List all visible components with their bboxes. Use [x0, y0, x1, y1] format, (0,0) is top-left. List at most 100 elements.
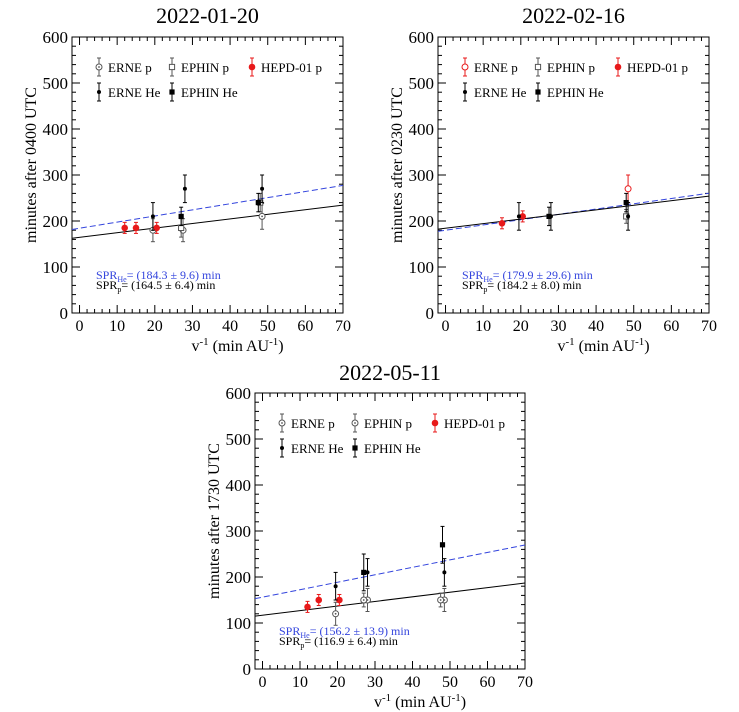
panel-1-legend-label-ephin_he: EPHIN He: [181, 85, 238, 100]
panel-1-xtick-label: 40: [222, 318, 238, 335]
panel-3-legend-hepd_p-marker-glyph: [431, 419, 439, 427]
panel-3-xlabel: v-1 (min AU-1): [374, 692, 466, 711]
panel-1-fit-line-1: [72, 184, 343, 230]
panel-1-legend-item-ephin_he: EPHIN He: [169, 82, 238, 102]
panel-3-ephin_p-point-2: [437, 592, 445, 608]
panel-3-ephin_p-point-1-marker: [360, 596, 368, 604]
panel-3-xlabel-unit: (min AU: [391, 694, 452, 711]
panel-2-erne_p-point-1-marker: [624, 185, 632, 193]
panel-1-xlabel-close: ): [278, 338, 283, 355]
panel-1-legend-ephin_he-marker: [169, 89, 175, 95]
panel-2-ephin_he-point-2-marker: [623, 200, 629, 206]
panel-1-xtick-label: 10: [109, 318, 125, 335]
panel-2-legend-erne_he-marker-glyph: [463, 90, 467, 94]
panel-3-xtick-label: 40: [405, 674, 421, 691]
panel-3-annotation-He-prefix: SPR: [279, 624, 300, 638]
panel-2-ephin_he-point-2-marker-glyph: [623, 200, 629, 206]
panel-2-legend-erne_he-marker: [463, 90, 467, 94]
panel-1-erne_he-point-3-marker-glyph: [260, 186, 265, 191]
panel-1-legend-label-erne_he: ERNE He: [108, 85, 161, 100]
panel-2-hepd_p-point-2-marker: [519, 213, 526, 220]
panel-3-annotation-p-sub: p: [300, 641, 304, 650]
panel-3-legend-label-erne_he: ERNE He: [291, 441, 344, 456]
panel-2-legend-label-ephin_p: EPHIN p: [547, 60, 595, 75]
panel-3-legend-ephin_p-marker-center: [354, 422, 356, 424]
panel-1-hepd_p-point-2: [132, 221, 140, 234]
panel-3-xlabel-unit-sup: -1: [452, 692, 461, 704]
panel-2-ephin_he-point-1-marker-glyph: [546, 213, 552, 219]
panel-2-ephin_he-point-1: [546, 206, 552, 227]
panel-1-ylabel: minutes after 0400 UTC: [23, 87, 40, 243]
panel-1-legend-erne_p-marker: [95, 63, 103, 71]
panel-1-xlabel-main: v: [191, 338, 199, 355]
panel-1-hepd_p-point-3-marker: [153, 224, 160, 232]
panel-1-ephin_he-point-1-marker-glyph: [178, 213, 184, 219]
panel-1-erne_he-point-2-marker-glyph: [182, 186, 187, 191]
panel-2-ytick-label: 100: [409, 258, 435, 277]
panel-2-hepd_p-point-1-marker: [498, 220, 506, 227]
panel-1-ytick-label: 0: [60, 304, 69, 323]
panel-2-erne_p-point-1-marker-glyph: [624, 185, 632, 193]
panel-1-legend-erne_he-marker: [97, 90, 101, 94]
panel-2-title: 2022-02-16: [522, 3, 625, 28]
panel-2-ytick-label: 200: [409, 212, 435, 231]
panel-2-annotation-He-sub: He: [483, 275, 493, 284]
panel-2-xtick-label: 70: [701, 318, 717, 335]
panel-2-xlabel-close: ): [644, 338, 649, 355]
panel-2-legend-erne_p-marker-glyph: [461, 63, 469, 71]
panel-3-legend-item-ephin_he: EPHIN He: [352, 438, 421, 458]
panel-3-ytick-label: 600: [226, 384, 252, 403]
panel-3-hepd_p-point-2-marker: [315, 596, 323, 604]
panel-2-legend-item-ephin_p: EPHIN p: [534, 57, 595, 77]
panel-3-annotation-He-sub: He: [300, 631, 310, 640]
panel-2-annotation-He: SPRHe= (179.9 ± 29.6) min: [462, 268, 593, 284]
panel-3-ephin_he-point-2-marker-glyph: [439, 542, 446, 548]
panel-1-legend-item-erne_p: ERNE p: [95, 57, 152, 77]
panel-2-hepd_p-point-2: [519, 210, 526, 223]
panel-1-ephin_he-point-1-marker: [178, 213, 184, 219]
panel-2-legend-ephin_he-marker: [535, 89, 541, 95]
panel-2-annotation-p: SPRp= (184.2 ± 8.0) min: [462, 278, 581, 294]
panel-2-legend: ERNE p EPHIN p HEPD-01 p ERNE He EPHIN He: [461, 57, 688, 102]
panel-3-erne_he-point-2-marker-glyph: [365, 570, 370, 575]
panel-2-annotation-p-prefix: SPR: [462, 278, 483, 292]
panel-1-erne_he-point-2-marker: [182, 186, 187, 191]
panel-2-xlabel-main: v: [557, 338, 565, 355]
panel-3-annotation-He-text: = (156.2 ± 13.9) min: [310, 624, 410, 638]
panel-3-erne_he-point-1-marker: [333, 584, 338, 589]
panel-2-erne_he-point-3-marker-glyph: [626, 214, 631, 219]
panel-3-ephin_he-point-1-marker-glyph: [361, 569, 367, 575]
panel-2-legend-label-erne_he: ERNE He: [474, 85, 527, 100]
panel-3-xtick-label: 50: [442, 674, 458, 691]
panel-2-legend-erne_p-marker: [461, 63, 469, 71]
panel-2-ephin_he-point-1-marker: [546, 213, 552, 219]
panel-3-xtick-label: 60: [480, 674, 496, 691]
panel-3-hepd_p-point-1-marker: [304, 603, 311, 611]
panel-1-erne_p-point-3-marker-center: [261, 215, 263, 218]
panel-1-ytick-label: 500: [43, 74, 69, 93]
panel-3-legend-ephin_p-marker: [351, 419, 359, 427]
panel-2: 2022-02-16 0 10 20 30 40 50 60 70 0 100 200 300 400 50…: [389, 3, 717, 355]
panel-2-hepd_p-point-1: [498, 217, 506, 230]
panel-1-erne_he-point-3-marker: [260, 186, 265, 191]
panel-1-ytick-label: 400: [43, 120, 69, 139]
panel-1-erne_he-point-1-marker: [150, 214, 155, 219]
panel-3-xtick-label: 70: [517, 674, 533, 691]
panel-3-legend-erne_p-marker: [278, 419, 286, 427]
panel-1-hepd_p-point-1-marker: [121, 224, 128, 232]
panel-1-ytick-label: 600: [43, 28, 69, 47]
panel-2-ytick-label: 500: [409, 74, 435, 93]
panel-3-hepd_p-point-2-marker-glyph: [315, 596, 323, 604]
panel-2-hepd_p-point-1-marker-glyph: [498, 220, 506, 227]
panel-3-fit-line-2: [255, 582, 525, 617]
panel-1-xlabel: v-1 (min AU-1): [191, 336, 283, 355]
panel-3-ephin_p-point-1-marker-center: [362, 599, 365, 601]
panel-2-legend-label-ephin_he: EPHIN He: [547, 85, 604, 100]
panel-2-ephin_he-point-2: [623, 192, 629, 213]
panel-3-hepd_p-point-1: [304, 600, 311, 613]
panel-2-xlabel: v-1 (min AU-1): [557, 336, 649, 355]
panel-1-hepd_p-point-1: [121, 221, 128, 234]
